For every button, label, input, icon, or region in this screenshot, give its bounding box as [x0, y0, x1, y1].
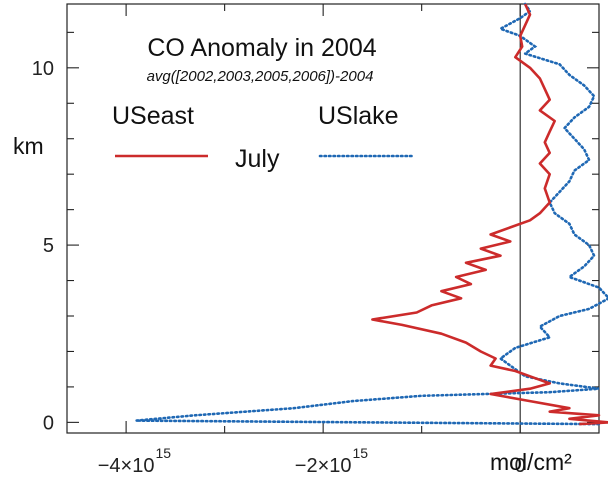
series-line-uslake [135, 2, 608, 426]
x-tick-exponent: 15 [155, 445, 171, 461]
y-tick-label: 0 [43, 412, 54, 434]
x-tick-label: 0 [515, 455, 526, 477]
series-line-useast [371, 3, 608, 426]
chart-subtitle: avg([2002,2003,2005,2006])-2004 [147, 68, 374, 85]
x-tick-label: −4×10 [98, 455, 155, 477]
legend-label-uslake: USlake [318, 102, 399, 130]
x-tick-label: −2×10 [295, 455, 352, 477]
legend-label-useast: USeast [112, 102, 194, 130]
legend-month-label: July [235, 145, 280, 173]
y-tick-label: 5 [43, 235, 54, 257]
plot-frame [66, 3, 600, 434]
x-axis-unit: mol/cm² [490, 449, 572, 475]
y-tick-label: 10 [32, 58, 54, 80]
chart-title: CO Anomaly in 2004 [147, 34, 376, 62]
x-tick-exponent: 15 [353, 445, 369, 461]
y-axis-label: km [13, 133, 44, 159]
